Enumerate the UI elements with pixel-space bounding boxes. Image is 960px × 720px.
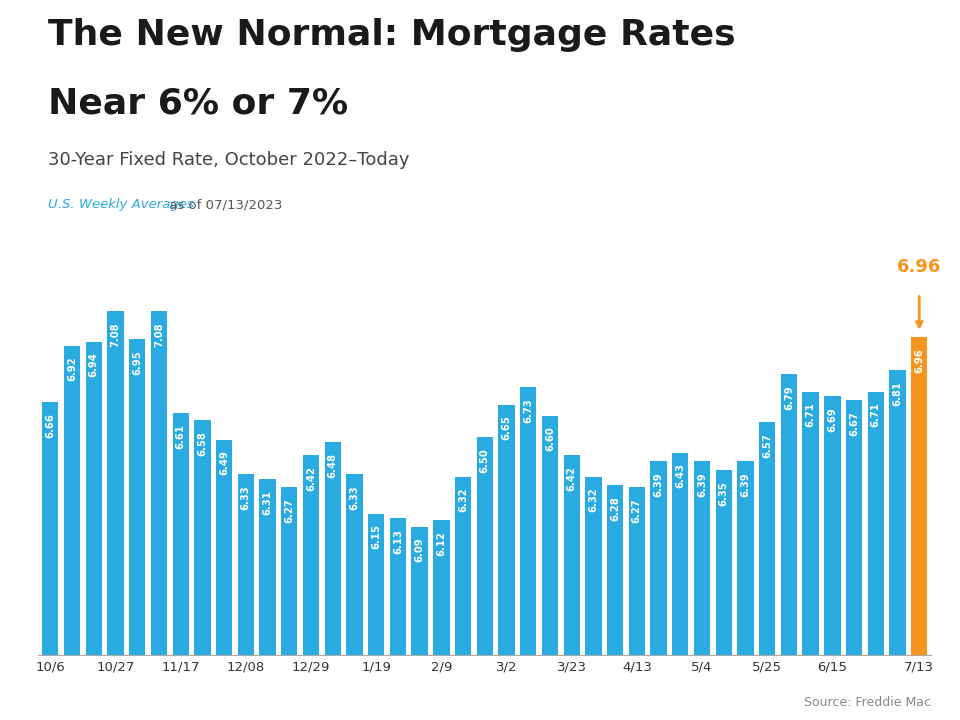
Text: 6.27: 6.27 [632, 498, 642, 523]
Text: The New Normal: Mortgage Rates: The New Normal: Mortgage Rates [48, 18, 735, 52]
Text: 6.33: 6.33 [241, 485, 251, 510]
Bar [433, 520, 449, 720]
Bar [911, 337, 927, 720]
Bar [889, 370, 905, 720]
Bar [737, 462, 754, 720]
Text: 6.65: 6.65 [501, 415, 512, 441]
Text: 6.12: 6.12 [437, 531, 446, 556]
Text: 6.69: 6.69 [828, 407, 837, 431]
Text: 6.58: 6.58 [198, 431, 207, 456]
Bar [412, 526, 428, 720]
Text: 6.39: 6.39 [654, 472, 663, 497]
Bar [85, 341, 102, 720]
Bar [825, 396, 841, 720]
Text: 6.71: 6.71 [871, 402, 881, 428]
Text: 6.61: 6.61 [176, 424, 185, 449]
Text: 6.15: 6.15 [372, 524, 381, 549]
Text: 6.73: 6.73 [523, 398, 533, 423]
Bar [564, 455, 580, 720]
Text: Near 6% or 7%: Near 6% or 7% [48, 86, 348, 120]
Bar [694, 462, 710, 720]
Text: 6.50: 6.50 [480, 449, 490, 473]
Text: 6.43: 6.43 [675, 464, 685, 488]
Text: 6.39: 6.39 [740, 472, 751, 497]
Text: as of 07/13/2023: as of 07/13/2023 [165, 198, 282, 211]
Bar [281, 487, 298, 720]
Text: 30-Year Fixed Rate, October 2022–Today: 30-Year Fixed Rate, October 2022–Today [48, 151, 410, 169]
Text: 6.92: 6.92 [67, 356, 77, 382]
Bar [347, 474, 363, 720]
Bar [759, 422, 776, 720]
Bar [498, 405, 515, 720]
Text: 6.28: 6.28 [611, 496, 620, 521]
Text: 6.66: 6.66 [45, 413, 56, 438]
Text: 6.27: 6.27 [284, 498, 295, 523]
Text: 6.60: 6.60 [545, 426, 555, 451]
Bar [803, 392, 819, 720]
Bar [455, 477, 471, 720]
Text: 6.48: 6.48 [327, 453, 338, 477]
Text: 6.32: 6.32 [458, 487, 468, 512]
Bar [238, 474, 254, 720]
Bar [64, 346, 81, 720]
Bar [672, 453, 688, 720]
Bar [390, 518, 406, 720]
Text: U.S. Weekly Averages: U.S. Weekly Averages [48, 198, 194, 211]
Text: 6.94: 6.94 [88, 352, 99, 377]
Text: 6.42: 6.42 [306, 466, 316, 490]
Bar [846, 400, 862, 720]
Bar [173, 413, 189, 720]
Bar [651, 462, 667, 720]
Text: 6.42: 6.42 [566, 466, 577, 490]
Bar [607, 485, 623, 720]
Text: 6.71: 6.71 [805, 402, 816, 428]
Bar [302, 455, 319, 720]
Text: 6.79: 6.79 [784, 385, 794, 410]
Bar [780, 374, 797, 720]
Bar [324, 441, 341, 720]
Text: 6.35: 6.35 [719, 481, 729, 505]
Bar [216, 439, 232, 720]
Bar [520, 387, 537, 720]
Bar [151, 311, 167, 720]
Text: 6.09: 6.09 [415, 538, 424, 562]
Bar [586, 477, 602, 720]
Text: Source: Freddie Mac: Source: Freddie Mac [804, 696, 931, 709]
Text: 6.96: 6.96 [914, 348, 924, 373]
Bar [194, 420, 210, 720]
Bar [541, 415, 558, 720]
Bar [368, 513, 384, 720]
Bar [129, 339, 145, 720]
Text: 6.81: 6.81 [893, 381, 902, 405]
Bar [868, 392, 884, 720]
Bar [259, 479, 276, 720]
Text: 6.95: 6.95 [132, 350, 142, 375]
Bar [715, 470, 732, 720]
Text: 6.31: 6.31 [263, 490, 273, 515]
Text: 6.96: 6.96 [897, 258, 942, 276]
Text: 6.49: 6.49 [219, 451, 229, 475]
Bar [629, 487, 645, 720]
Bar [477, 437, 492, 720]
Text: 6.67: 6.67 [849, 411, 859, 436]
Text: 6.33: 6.33 [349, 485, 359, 510]
Bar [108, 311, 124, 720]
Text: 7.08: 7.08 [154, 322, 164, 346]
Text: 7.08: 7.08 [110, 322, 121, 346]
Text: 6.39: 6.39 [697, 472, 707, 497]
Text: 6.32: 6.32 [588, 487, 598, 512]
Text: 6.57: 6.57 [762, 433, 772, 458]
Text: 6.13: 6.13 [393, 529, 403, 554]
Bar [42, 402, 59, 720]
